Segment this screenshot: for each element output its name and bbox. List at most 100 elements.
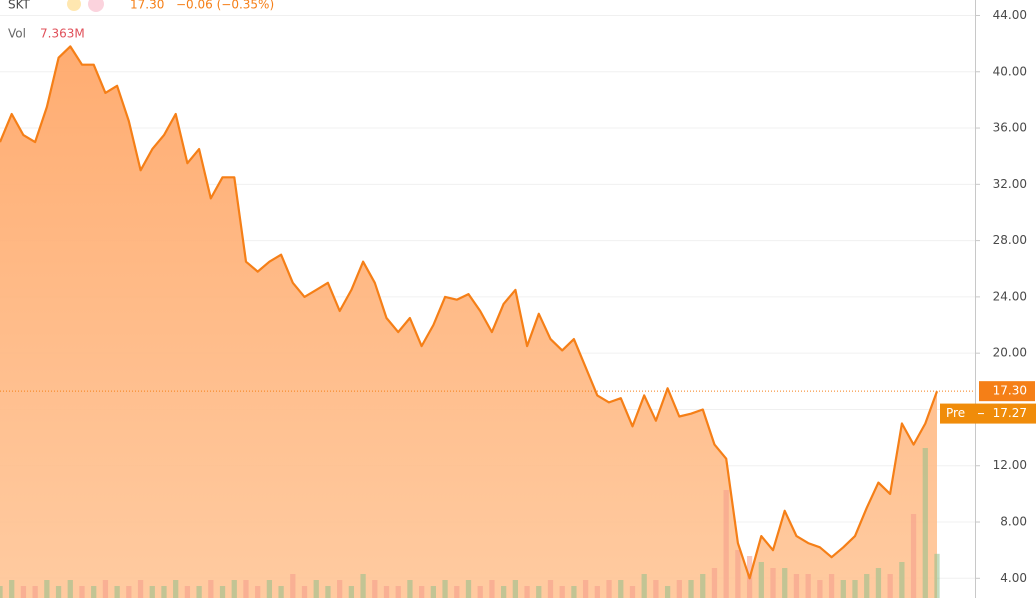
y-tick-label: 36.00 (993, 121, 1027, 135)
symbol: SKT (8, 0, 31, 12)
volume-bar (922, 448, 928, 598)
volume-bar (184, 586, 191, 598)
volume-bar (278, 586, 284, 598)
volume-bar (793, 574, 800, 598)
volume-bar (0, 586, 3, 598)
volume-bar (735, 550, 741, 598)
session-icon (67, 0, 81, 11)
volume-bar (32, 586, 38, 598)
volume-bar (582, 580, 589, 598)
change: −0.06 (−0.35%) (176, 0, 274, 12)
volume-bar (899, 562, 905, 598)
volume-bar (219, 586, 226, 598)
volume-bar (79, 586, 85, 598)
volume-bar (805, 574, 811, 598)
pre-market-name: Pre (946, 406, 965, 420)
volume-bar (55, 586, 62, 598)
volume-bar (852, 580, 858, 598)
y-tick-label: 20.00 (993, 346, 1027, 360)
pre-market-tag (940, 403, 1036, 424)
volume-bar (290, 574, 296, 598)
volume-bar (618, 580, 624, 598)
volume-bar (688, 580, 694, 598)
volume-bar (419, 586, 425, 598)
volume-bar (910, 514, 917, 598)
volume-bar (770, 568, 776, 598)
last-price-label: 17.30 (993, 384, 1027, 398)
volume-bar (454, 586, 460, 598)
last-price-tag (979, 381, 1035, 402)
volume-bar (442, 580, 448, 598)
volume-bar (536, 586, 542, 598)
volume-bar (594, 586, 600, 598)
volume-bar (653, 580, 659, 598)
volume-bar (711, 568, 718, 598)
volume-bar (477, 586, 483, 598)
volume-bar (465, 580, 472, 598)
volume-bar (758, 562, 764, 598)
volume-bar (934, 553, 940, 598)
volume-bar (559, 586, 565, 598)
volume-bar (313, 580, 319, 598)
volume-bar (875, 568, 882, 598)
volume-bar (512, 580, 518, 598)
y-tick-label: 4.00 (1000, 571, 1027, 585)
volume-bar (606, 580, 612, 598)
volume-title: Vol (8, 27, 26, 41)
price-line (0, 45, 939, 580)
plot-area (0, 14, 975, 598)
volume-bar (255, 586, 261, 598)
volume-bar (266, 580, 273, 598)
volume-bar (700, 574, 706, 598)
status-icon (88, 0, 104, 12)
volume-bar (430, 586, 436, 598)
volume-bar (161, 586, 167, 598)
volume-bar (641, 574, 647, 598)
volume-bar (301, 586, 308, 598)
volume-bar (407, 580, 413, 598)
volume-bar (9, 580, 15, 598)
volume-bar (501, 586, 507, 598)
volume-bar (828, 574, 835, 598)
volume-bar (44, 580, 50, 598)
volume-bar (126, 586, 132, 598)
y-tick-label: 24.00 (993, 289, 1027, 303)
volume-bar (208, 580, 214, 598)
price-area (0, 46, 937, 598)
volume-bar (864, 574, 870, 598)
volume-value: 7.363M (40, 27, 85, 41)
volume-bar (114, 586, 120, 598)
volume-bar (325, 586, 331, 598)
volume-bar (348, 586, 355, 598)
volume-bar (372, 580, 378, 598)
volume-bar (20, 586, 27, 598)
volume-bar (360, 574, 366, 598)
y-tick-label: 28.00 (993, 233, 1027, 247)
volume-bar (782, 568, 788, 598)
volume-bar (395, 586, 401, 598)
pre-market-label: 17.27 (993, 406, 1027, 420)
volume-bar (489, 580, 495, 598)
volume-bar (664, 586, 671, 598)
volume-bar (67, 580, 73, 598)
y-tick-label: 40.00 (993, 64, 1027, 78)
volume-bar (173, 580, 179, 598)
volume-bar (723, 490, 729, 598)
volume-bar (817, 580, 823, 598)
volume-bar (547, 580, 554, 598)
y-tick-label: 32.00 (993, 177, 1027, 191)
volume-bar (840, 580, 846, 598)
volume-bar (676, 580, 682, 598)
volume-bar (629, 586, 636, 598)
volume-bar (243, 580, 249, 598)
volume-bar (196, 586, 202, 598)
volume-bar (571, 586, 577, 598)
volume-bar (149, 586, 155, 598)
volume-bar (887, 574, 893, 598)
volume-bar (337, 580, 343, 598)
legend: SKT 17.30 −0.06 (−0.35%) Vol 7.363M (8, 0, 274, 41)
volume-bar (524, 586, 530, 598)
quote: 17.30 (130, 0, 164, 12)
volume-bar (231, 580, 237, 598)
